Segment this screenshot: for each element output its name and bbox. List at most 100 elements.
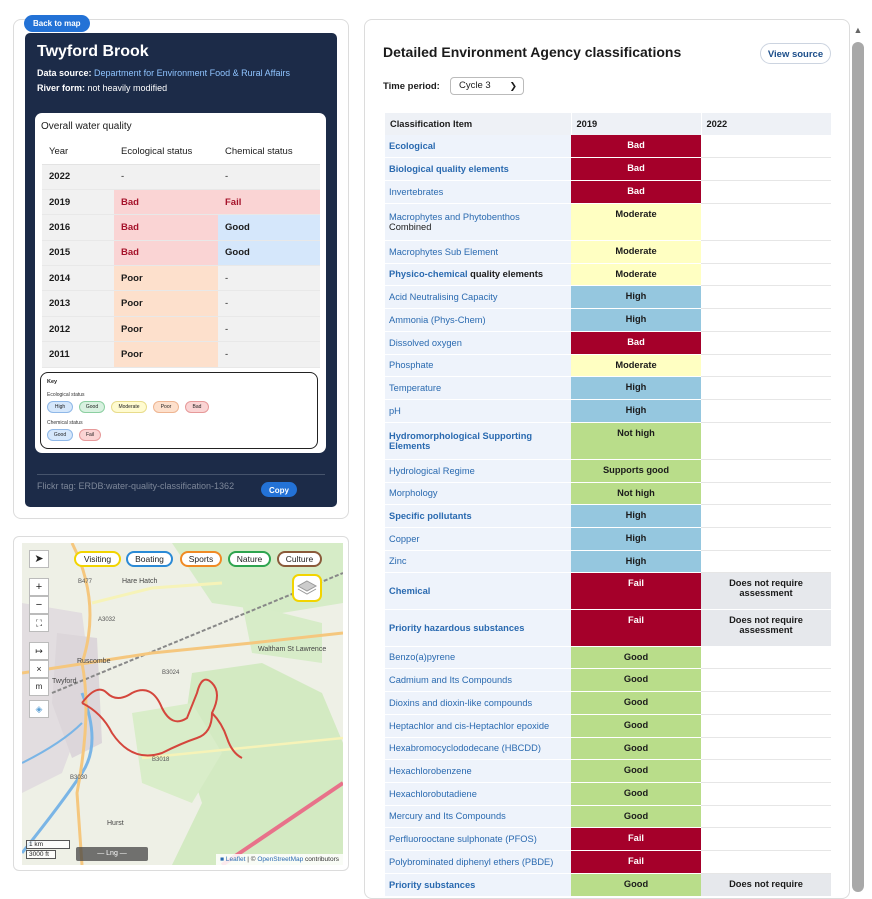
classification-item-cell[interactable]: Heptachlor and cis-Heptachlor epoxide [385,714,571,738]
classification-item-cell[interactable]: Physico-chemical quality elements [385,263,571,286]
classification-item-cell[interactable]: Macrophytes and Phytobenthos Combined [385,203,571,241]
status-2022-cell [701,422,831,460]
osm-link[interactable]: OpenStreetMap [257,856,304,863]
units-toggle-button[interactable]: m [29,678,49,696]
classification-item-cell[interactable]: pH [385,399,571,423]
classification-item-link[interactable]: Hexabromocyclododecane (HBCDD) [389,743,541,753]
zoom-out-button[interactable]: − [29,596,49,614]
status-2022-cell [701,157,831,181]
classification-item-link[interactable]: Hexachlorobutadiene [389,788,477,799]
classification-item-link[interactable]: Biological quality elements [389,163,509,174]
clear-measure-button[interactable]: × [29,660,49,678]
classification-item-link[interactable]: Chemical [389,585,431,596]
measure-icon[interactable]: ↦ [29,642,49,660]
classification-item-cell[interactable]: Benzo(a)pyrene [385,646,571,669]
classification-item-link[interactable]: Invertebrates [389,186,444,197]
classification-item-cell[interactable]: Specific pollutants [385,504,571,528]
time-period-select[interactable]: Cycle 3 ❯ [450,77,524,95]
classification-item-link[interactable]: Ammonia (Phys-Chem) [389,314,486,325]
copy-flickr-tag-button[interactable]: Copy [261,482,297,497]
classification-item-link[interactable]: Phosphate [389,360,434,370]
classification-item-cell[interactable]: Ammonia (Phys-Chem) [385,308,571,332]
classification-item-cell[interactable]: Chemical [385,572,571,610]
table-row: 2013 Poor - [42,290,320,317]
status-2022-cell [701,737,831,760]
classification-item-cell[interactable]: Hydromorphological Supporting Elements [385,422,571,460]
key-chemical-label: Chemical status [47,420,83,426]
classification-item-cell[interactable]: Zinc [385,550,571,573]
classification-item-cell[interactable]: Hexabromocyclododecane (HBCDD) [385,737,571,760]
classification-item-cell[interactable]: Temperature [385,376,571,400]
key-ecological-label: Ecological status [47,392,85,398]
layers-icon[interactable] [292,574,322,602]
zoom-in-button[interactable]: + [29,578,49,596]
classification-item-cell[interactable]: Ecological [385,135,571,158]
classification-item-link[interactable]: Macrophytes Sub Element [389,246,499,257]
view-source-button[interactable]: View source [760,43,831,64]
back-to-map-button[interactable]: Back to map [24,15,90,32]
map-view[interactable]: Hare Hatch Ruscombe Twyford Waltham St L… [22,543,343,865]
classification-item-link[interactable]: Mercury and Its Compounds [389,811,506,821]
classification-item-link[interactable]: Hexachlorobenzene [389,765,472,776]
classification-item-cell[interactable]: Acid Neutralising Capacity [385,285,571,309]
filter-boating[interactable]: Boating [126,551,173,567]
classification-item-cell[interactable]: Phosphate [385,354,571,377]
classification-item-link[interactable]: Acid Neutralising Capacity [389,291,498,302]
classification-item-link[interactable]: Macrophytes and Phytobenthos [389,211,520,222]
status-2019-cell: Moderate [571,240,701,264]
classification-item-cell[interactable]: Priority hazardous substances [385,609,571,647]
classification-item-cell[interactable]: Perfluorooctane sulphonate (PFOS) [385,827,571,851]
classification-item-link[interactable]: Hydromorphological Supporting Elements [389,430,533,451]
classification-item-cell[interactable]: Mercury and Its Compounds [385,805,571,828]
classification-item-link[interactable]: Physico-chemical [389,269,468,279]
classification-item-cell[interactable]: Macrophytes Sub Element [385,240,571,264]
scroll-up-icon[interactable]: ▲ [853,25,863,35]
classification-item-cell[interactable]: Dioxins and dioxin-like compounds [385,691,571,715]
classification-item-link[interactable]: Specific pollutants [389,510,472,521]
status-2022-cell [701,805,831,828]
classification-item-link[interactable]: Cadmium and Its Compounds [389,674,512,685]
classification-item-link[interactable]: Copper [389,533,420,544]
scrollbar-thumb[interactable] [852,42,864,892]
place-label-ruscombe: Ruscombe [77,658,111,665]
status-2019-cell: Good [571,805,701,828]
leaflet-link[interactable]: Leaflet [225,856,246,863]
filter-visiting[interactable]: Visiting [74,551,121,567]
classification-item-cell[interactable]: Hydrological Regime [385,459,571,483]
classification-item-cell[interactable]: Cadmium and Its Compounds [385,668,571,692]
classification-item-link[interactable]: Ecological [389,140,436,151]
layer-icon[interactable]: ◈ [29,700,49,718]
classification-item-cell[interactable]: Invertebrates [385,180,571,204]
classification-item-link[interactable]: Benzo(a)pyrene [389,652,456,662]
table-row: Zinc High [385,550,831,573]
classification-item-cell[interactable]: Dissolved oxygen [385,331,571,355]
filter-culture[interactable]: Culture [277,551,322,567]
classification-item-link[interactable]: Temperature [389,382,442,393]
classification-item-cell[interactable]: Hexachlorobenzene [385,759,571,783]
classification-item-link[interactable]: Perfluorooctane sulphonate (PFOS) [389,833,537,844]
classification-item-link[interactable]: Priority hazardous substances [389,622,525,633]
classification-item-cell[interactable]: Copper [385,527,571,551]
classification-item-link[interactable]: Dissolved oxygen [389,337,462,348]
classification-item-cell[interactable]: Polybrominated diphenyl ethers (PBDE) [385,850,571,874]
classification-item-cell[interactable]: Hexachlorobutadiene [385,782,571,806]
classification-item-link[interactable]: Heptachlor and cis-Heptachlor epoxide [389,720,550,731]
filter-sports[interactable]: Sports [180,551,222,567]
filter-nature[interactable]: Nature [228,551,271,567]
table-row: 2011 Poor - [42,341,320,368]
classification-item-cell[interactable]: Priority substances [385,873,571,897]
locate-icon[interactable]: ➤ [29,550,49,568]
classification-item-link[interactable]: Polybrominated diphenyl ethers (PBDE) [389,856,554,867]
classification-item-cell[interactable]: Biological quality elements [385,157,571,181]
river-form-label: River form: [37,83,86,93]
road-label-b477: B477 [78,579,93,585]
classification-item-cell[interactable]: Morphology [385,482,571,505]
fullscreen-icon[interactable]: ⛶ [29,614,49,632]
data-source-link[interactable]: Department for Environment Food & Rural … [94,68,290,78]
classification-item-link[interactable]: Dioxins and dioxin-like compounds [389,697,533,708]
classification-item-link[interactable]: pH [389,405,401,416]
classification-item-link[interactable]: Morphology [389,488,438,498]
classification-item-link[interactable]: Hydrological Regime [389,465,475,476]
classification-item-link[interactable]: Priority substances [389,879,476,890]
classification-item-link[interactable]: Zinc [389,556,407,566]
